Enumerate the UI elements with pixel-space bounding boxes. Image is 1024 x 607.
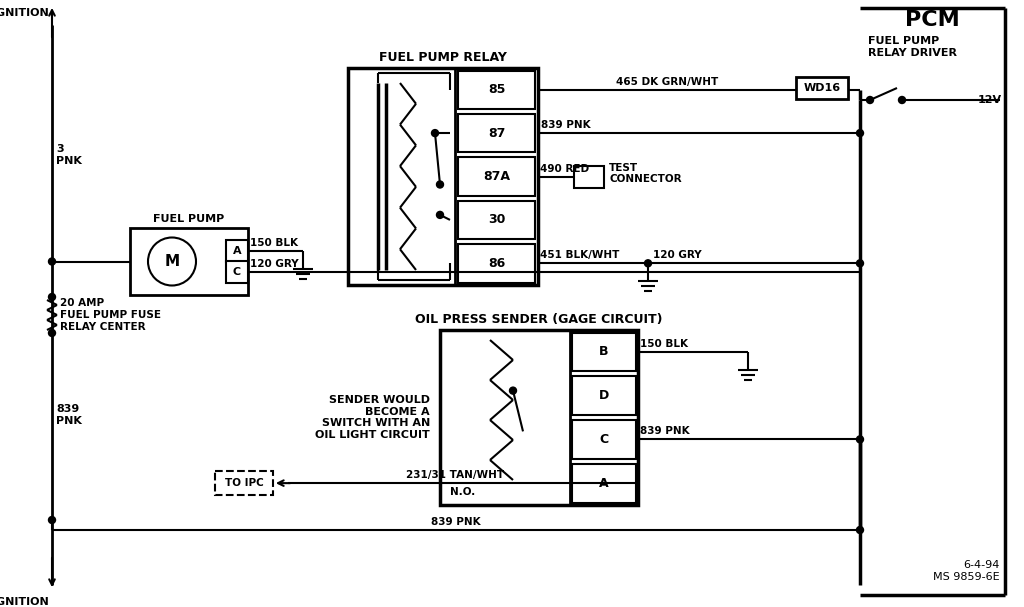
Bar <box>215 471 273 495</box>
Bar <box>458 114 535 152</box>
Bar <box>348 68 538 285</box>
Bar <box>572 376 636 415</box>
Text: PCM: PCM <box>905 10 959 30</box>
Text: 85: 85 <box>487 83 505 96</box>
Text: A: A <box>232 246 242 256</box>
Circle shape <box>856 130 863 137</box>
Text: 150 BLK: 150 BLK <box>250 238 298 248</box>
Bar <box>226 261 248 283</box>
Circle shape <box>48 517 55 523</box>
Text: 231/31 TAN/WHT: 231/31 TAN/WHT <box>407 470 505 480</box>
Text: TO IPC: TO IPC <box>224 478 263 488</box>
Circle shape <box>436 211 443 219</box>
Bar <box>796 77 848 99</box>
Circle shape <box>856 260 863 267</box>
Text: 465 DK GRN/WHT: 465 DK GRN/WHT <box>615 76 718 87</box>
Text: 839
PNK: 839 PNK <box>56 404 82 426</box>
Bar <box>130 228 248 295</box>
Bar <box>458 70 535 109</box>
Text: OIL PRESS SENDER (GAGE CIRCUIT): OIL PRESS SENDER (GAGE CIRCUIT) <box>416 313 663 326</box>
Text: 87: 87 <box>487 127 505 140</box>
Text: N.O.: N.O. <box>450 487 475 497</box>
Text: FUEL PUMP RELAY: FUEL PUMP RELAY <box>379 51 507 64</box>
Text: 839 PNK: 839 PNK <box>640 426 689 436</box>
Circle shape <box>48 330 55 336</box>
Circle shape <box>866 97 873 104</box>
Text: 451 BLK/WHT: 451 BLK/WHT <box>540 250 620 260</box>
Circle shape <box>510 387 516 394</box>
Text: M: M <box>165 254 179 269</box>
Text: 839 PNK: 839 PNK <box>541 120 591 130</box>
Text: WD16: WD16 <box>804 83 841 93</box>
Bar <box>572 420 636 459</box>
Text: 839 PNK: 839 PNK <box>431 517 481 527</box>
Text: C: C <box>599 433 608 446</box>
Text: TO IGNITION: TO IGNITION <box>0 8 49 18</box>
Text: 150 BLK: 150 BLK <box>640 339 688 349</box>
Bar <box>572 464 636 503</box>
Circle shape <box>431 130 438 137</box>
Bar <box>572 333 636 371</box>
Text: SENDER WOULD
BECOME A
SWITCH WITH AN
OIL LIGHT CIRCUIT: SENDER WOULD BECOME A SWITCH WITH AN OIL… <box>315 395 430 440</box>
Text: B: B <box>599 345 608 358</box>
Text: C: C <box>232 267 241 277</box>
Text: 6-4-94
MS 9859-6E: 6-4-94 MS 9859-6E <box>933 560 1000 582</box>
Text: FUEL PUMP
RELAY DRIVER: FUEL PUMP RELAY DRIVER <box>868 36 957 58</box>
Circle shape <box>644 260 651 267</box>
Circle shape <box>856 436 863 443</box>
Bar <box>458 201 535 239</box>
Bar <box>440 330 638 505</box>
Text: 86: 86 <box>487 257 505 270</box>
Text: 30: 30 <box>487 214 505 226</box>
Text: TEST
CONNECTOR: TEST CONNECTOR <box>609 163 682 185</box>
Text: 120 GRY: 120 GRY <box>653 250 701 260</box>
Text: 120 GRY: 120 GRY <box>250 259 299 269</box>
Text: D: D <box>599 389 609 402</box>
Text: 87A: 87A <box>483 170 510 183</box>
Circle shape <box>856 526 863 534</box>
Bar <box>226 240 248 262</box>
Circle shape <box>48 258 55 265</box>
Circle shape <box>48 294 55 300</box>
Text: 12V: 12V <box>978 95 1002 105</box>
Text: 490 RED: 490 RED <box>540 163 589 174</box>
Text: 20 AMP
FUEL PUMP FUSE
RELAY CENTER: 20 AMP FUEL PUMP FUSE RELAY CENTER <box>60 299 161 331</box>
Text: 3
PNK: 3 PNK <box>56 144 82 166</box>
Text: A: A <box>599 476 609 490</box>
Bar <box>458 157 535 195</box>
Bar <box>574 166 604 188</box>
Circle shape <box>898 97 905 104</box>
Bar <box>458 244 535 282</box>
Text: FUEL PUMP: FUEL PUMP <box>154 214 224 224</box>
Circle shape <box>436 181 443 188</box>
Text: TO IGNITION
CONTROL
MODULE: TO IGNITION CONTROL MODULE <box>0 597 49 607</box>
